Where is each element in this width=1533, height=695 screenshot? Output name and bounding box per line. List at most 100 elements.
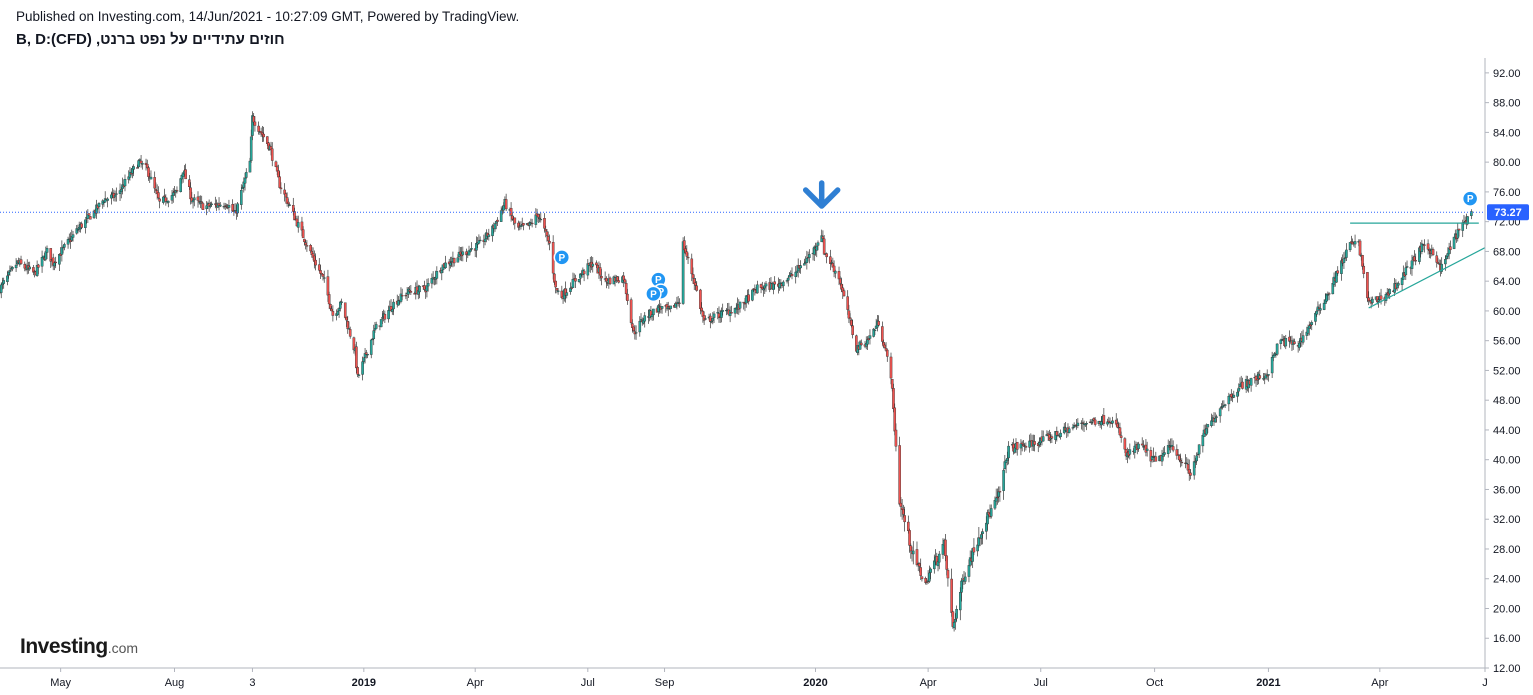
candle	[1457, 228, 1461, 237]
candle-body	[71, 234, 75, 238]
candle	[14, 258, 18, 272]
candle-body	[1414, 260, 1417, 262]
candle-body	[60, 247, 64, 255]
candle-body	[598, 267, 602, 276]
candle	[1435, 251, 1439, 268]
candle	[1152, 447, 1155, 463]
candle	[676, 296, 680, 307]
candle-body	[293, 211, 296, 221]
x-tick-label: Apr	[920, 677, 937, 689]
candle	[1423, 239, 1426, 253]
candle	[903, 506, 906, 532]
candle	[49, 248, 53, 268]
candle-body	[1444, 259, 1447, 265]
candle	[166, 200, 170, 208]
candle-body	[184, 169, 187, 180]
candle	[287, 198, 290, 208]
candle	[686, 252, 690, 265]
candle-body	[626, 293, 629, 301]
candle-body	[1470, 211, 1473, 216]
candle-body	[435, 270, 439, 279]
candle-body	[1262, 378, 1265, 380]
x-tick-label: Apr	[467, 677, 484, 689]
candle	[343, 302, 347, 320]
candle-body	[106, 198, 109, 201]
candle-body	[691, 274, 695, 279]
candle-body	[1123, 438, 1127, 450]
candle	[894, 423, 898, 452]
candle-body	[530, 222, 534, 225]
candle	[666, 301, 670, 317]
candle-body	[919, 567, 922, 576]
candle-body	[545, 231, 549, 236]
candle	[1033, 434, 1036, 452]
candle	[598, 263, 602, 282]
candle-body	[711, 317, 715, 321]
candle	[296, 215, 300, 233]
candle	[590, 256, 593, 271]
candle	[452, 257, 456, 267]
candle	[1267, 374, 1270, 382]
candle	[866, 336, 869, 350]
candle-body	[1168, 446, 1171, 448]
candle-body	[288, 204, 291, 206]
candle	[475, 236, 478, 258]
candle	[1426, 239, 1430, 255]
candle-body	[296, 222, 300, 228]
candle	[1128, 443, 1132, 460]
candle-body	[339, 301, 342, 309]
candle	[231, 199, 234, 212]
candle	[1028, 434, 1031, 453]
y-tick-label: 52.00	[1493, 365, 1521, 377]
candle-body	[502, 205, 505, 211]
last-price-label: 73.27	[1494, 207, 1522, 219]
candle	[465, 248, 468, 262]
candle	[816, 240, 820, 251]
candle	[158, 197, 161, 209]
candle	[946, 568, 950, 587]
candle	[717, 306, 721, 323]
candle-body	[902, 509, 905, 515]
candle-body	[788, 274, 791, 278]
candle	[1137, 441, 1140, 452]
candle-body	[158, 198, 161, 202]
candle-body	[244, 172, 248, 178]
candle-body	[243, 177, 247, 184]
candle-body	[743, 303, 747, 305]
candle-body	[1410, 260, 1414, 269]
candle-body	[1322, 302, 1326, 310]
support-trendline	[1368, 247, 1486, 309]
candle-body	[1111, 420, 1114, 424]
candle	[357, 373, 361, 378]
candle-body	[1298, 342, 1301, 348]
candle	[1327, 292, 1331, 301]
candle-body	[1090, 422, 1093, 424]
candle-body	[209, 205, 212, 207]
candle-body	[278, 176, 281, 188]
candle	[28, 261, 32, 271]
candle-body	[908, 530, 911, 546]
candle-body	[54, 261, 57, 264]
candle-body	[0, 284, 3, 293]
candle	[1206, 424, 1210, 433]
x-tick-label: Jul	[581, 677, 595, 689]
candle	[1319, 303, 1322, 314]
candle-body	[890, 379, 894, 389]
candle-body	[141, 163, 144, 165]
candle-body	[1076, 422, 1080, 426]
candle-body	[638, 320, 642, 333]
x-tick-label: May	[50, 677, 71, 689]
candle-body	[996, 496, 999, 499]
candle-body	[1100, 421, 1103, 426]
candle-body	[1081, 422, 1085, 424]
candle	[998, 486, 1002, 502]
candle	[1215, 414, 1218, 423]
y-tick-label: 12.00	[1493, 663, 1521, 675]
candle-body	[191, 200, 195, 203]
candle-body	[301, 229, 305, 239]
candle	[175, 186, 179, 194]
candle	[37, 263, 40, 275]
candle	[981, 528, 984, 545]
candle	[695, 281, 699, 292]
